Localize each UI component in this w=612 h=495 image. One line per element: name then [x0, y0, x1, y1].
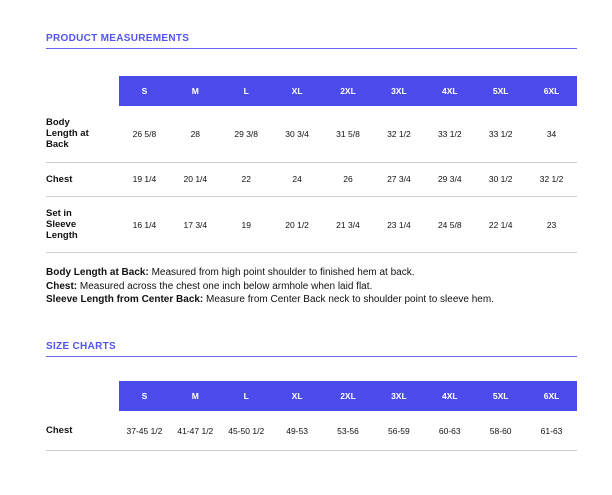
size-column-5xl: 5XL — [475, 76, 527, 106]
size-column-l: L — [220, 76, 272, 106]
measurement-value: 49-53 — [286, 425, 308, 436]
size-column-xl: XL — [271, 76, 323, 106]
size-column-3xl: 3XL — [373, 380, 425, 411]
row-label: Body Length at Back — [46, 117, 89, 151]
measurement-value: 29 3/4 — [437, 174, 462, 185]
measurement-value: 29 3/8 — [234, 128, 259, 139]
note-definition: Measure from Center Back neck to shoulde… — [206, 294, 494, 306]
measurement-value: 28 — [190, 128, 201, 139]
note-line: Body Length at Back: Measured from high … — [46, 266, 577, 280]
measurement-value: 58-60 — [489, 425, 512, 436]
measurement-value: 21 3/4 — [336, 219, 360, 230]
row-label: Chest — [46, 424, 73, 436]
note-line: Sleeve Length from Center Back: Measure … — [46, 293, 577, 307]
size-column-4xl: 4XL — [424, 380, 476, 411]
section-product-measurements: PRODUCT MEASUREMENTS S M L XL 2XL 3XL 4XL 5XL 6X… — [46, 0, 577, 307]
measurement-value: 22 — [241, 174, 251, 185]
note-definition: Measured across the chest one inch below… — [79, 280, 373, 292]
note-term: Body Length at Back: — [46, 267, 152, 279]
measurement-value: 53-56 — [337, 425, 359, 436]
heading-underline — [46, 355, 577, 357]
measurement-value: 30 1/2 — [488, 174, 513, 185]
size-column-2xl: 2XL — [322, 76, 374, 106]
size-charts-heading: SIZE CHARTS — [46, 340, 116, 352]
row-label: Chest — [46, 173, 73, 185]
measurement-value: 26 — [343, 174, 353, 185]
measurement-value: 37-45 1/2 — [126, 425, 163, 436]
row-label: Set in Sleeve Length — [46, 207, 78, 242]
measurement-value: 33 1/2 — [437, 128, 462, 139]
size-chart-table: S M L XL 2XL 3XL 4XL 5XL 6XL Chest 37-45 1/2 41-47 … — [46, 380, 577, 452]
size-column-l: L — [220, 380, 272, 411]
measurement-value: 24 — [292, 174, 302, 185]
size-column-2xl: 2XL — [322, 380, 374, 411]
size-header-row: S M L XL 2XL 3XL 4XL 5XL 6XL — [46, 380, 577, 411]
heading-underline — [46, 48, 577, 49]
measurement-row: Chest 19 1/4 20 1/4 22 24 26 27 3/4 29 3/4 30 1/… — [46, 163, 577, 197]
note-term: Sleeve Length from Center Back: — [46, 294, 207, 306]
measurement-value: 26 5/8 — [132, 128, 157, 139]
measurement-value: 41-47 1/2 — [177, 425, 214, 436]
size-column-xl: XL — [271, 380, 323, 411]
product-measurements-heading: PRODUCT MEASUREMENTS — [46, 33, 190, 44]
measurement-value: 32 1/2 — [387, 128, 411, 139]
measurement-value: 31 5/8 — [336, 128, 360, 139]
note-definition: Measured from high point shoulder to fin… — [151, 267, 415, 279]
measurement-value: 19 1/4 — [132, 174, 157, 185]
measurement-value: 24 5/8 — [437, 219, 462, 230]
size-column-3xl: 3XL — [373, 76, 425, 106]
note-term: Chest: — [46, 280, 80, 292]
size-column-m: M — [169, 380, 221, 411]
measurement-value: 16 1/4 — [132, 219, 157, 230]
product-measurements-table: S M L XL 2XL 3XL 4XL 5XL 6XL Body Length at Back 2… — [46, 76, 577, 254]
measurement-value: 19 — [241, 219, 251, 230]
measurement-value: 61-63 — [540, 425, 563, 436]
measurement-value: 22 1/4 — [488, 219, 513, 230]
measurement-row: Set in Sleeve Length 16 1/4 17 3/4 19 20 1/2… — [46, 197, 577, 254]
measurement-value: 17 3/4 — [183, 219, 208, 230]
size-header-row: S M L XL 2XL 3XL 4XL 5XL 6XL — [46, 76, 577, 106]
measurement-value: 23 — [546, 219, 557, 230]
size-column-4xl: 4XL — [424, 76, 476, 106]
measurement-value: 34 — [546, 128, 557, 139]
note-line: Chest: Measured across the chest one inc… — [46, 280, 577, 294]
section-size-charts: SIZE CHARTS S M L XL 2XL 3XL 4XL 5XL 6XL Chest 37-… — [46, 307, 577, 452]
measurement-value: 56-59 — [388, 425, 410, 436]
size-column-m: M — [169, 76, 221, 106]
measurement-value: 20 1/2 — [285, 219, 309, 230]
measurement-value: 23 1/4 — [387, 219, 411, 230]
size-column-s: S — [119, 76, 170, 106]
size-column-6xl: 6XL — [526, 380, 577, 411]
measurement-row: Chest 37-45 1/2 41-47 1/2 45-50 1/2 49-53 53-… — [46, 411, 577, 452]
size-column-s: S — [119, 380, 170, 411]
sheet-content: PRODUCT MEASUREMENTS S M L XL 2XL 3XL 4XL 5XL 6X… — [46, 0, 577, 452]
measurement-value: 60-63 — [438, 425, 461, 436]
measurement-value: 20 1/4 — [183, 174, 208, 185]
measurement-row: Body Length at Back 26 5/8 28 29 3/8 30 3/4 3… — [46, 106, 577, 163]
size-column-6xl: 6XL — [526, 76, 577, 106]
measurement-value: 45-50 1/2 — [228, 425, 265, 436]
measurement-value: 27 3/4 — [387, 174, 411, 185]
measurement-value: 30 3/4 — [285, 128, 309, 139]
measurement-value: 32 1/2 — [539, 174, 564, 185]
measurement-notes: Body Length at Back: Measured from high … — [46, 266, 577, 307]
measurement-value: 33 1/2 — [488, 128, 513, 139]
size-column-5xl: 5XL — [475, 380, 527, 411]
